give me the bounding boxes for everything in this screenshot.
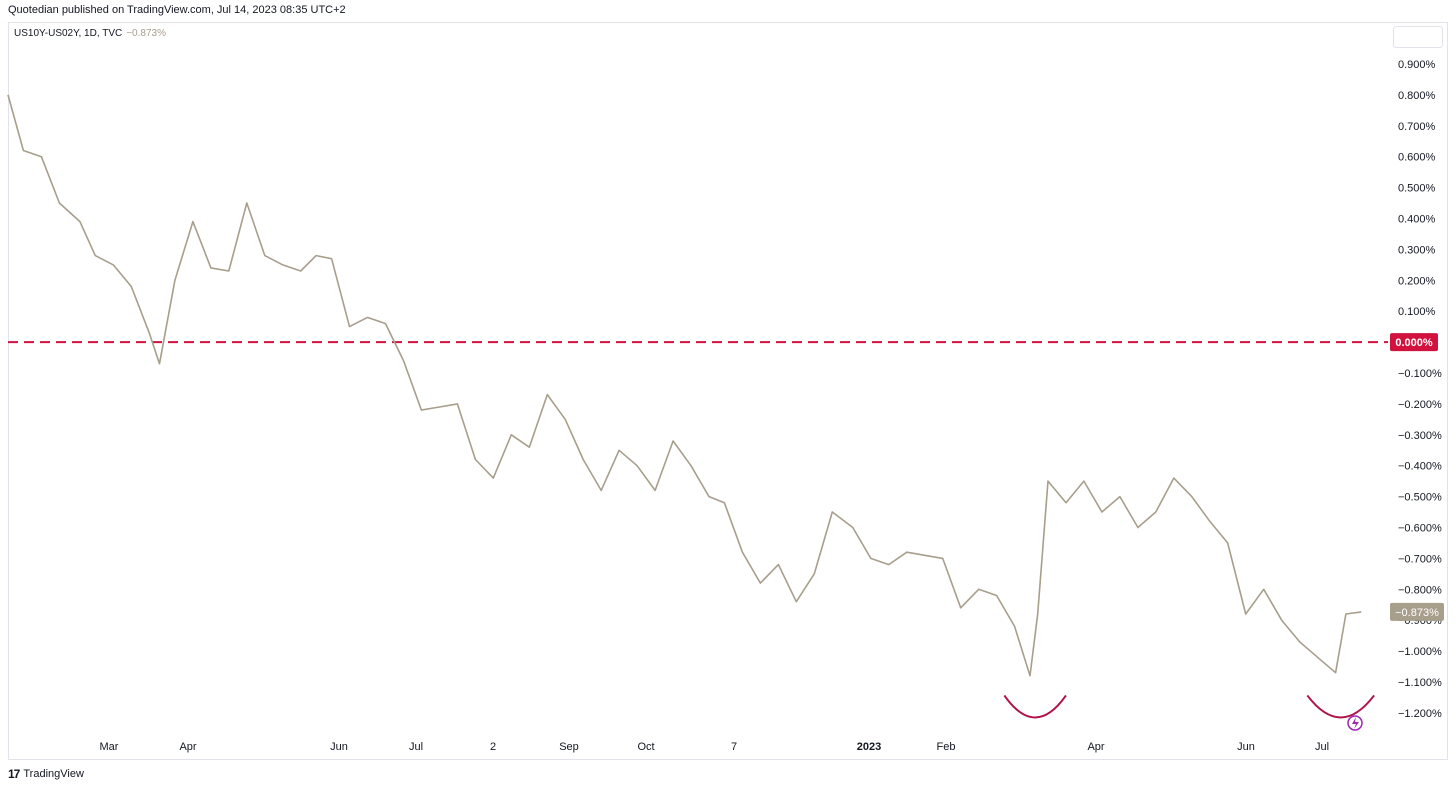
y-tick-label: −0.100% [1398, 368, 1442, 380]
y-tick-label: 0.400% [1398, 214, 1436, 226]
x-tick-label: Sep [559, 741, 579, 753]
tradingview-logo-icon: 17 [8, 767, 20, 781]
x-tick-label: 7 [731, 741, 737, 753]
annotation-arc [1003, 694, 1067, 719]
y-tick-label: −0.600% [1398, 523, 1442, 535]
annotation-arc [1306, 694, 1375, 719]
x-tick-label: Mar [100, 741, 119, 753]
y-tick-label: 0.200% [1398, 275, 1436, 287]
footer-brand[interactable]: TradingView [23, 768, 84, 780]
published-info: Quotedian published on TradingView.com, … [8, 4, 346, 16]
y-tick-label: 0.700% [1398, 121, 1436, 133]
y-tick-label: 0.300% [1398, 244, 1436, 256]
chart-frame [8, 22, 1448, 760]
y-tick-label: −0.700% [1398, 553, 1442, 565]
y-tick-label: −0.200% [1398, 399, 1442, 411]
y-tick-label: 0.900% [1398, 59, 1436, 71]
y-tick-label: −0.300% [1398, 430, 1442, 442]
symbol-label[interactable]: US10Y-US02Y, 1D, TVC [14, 28, 123, 39]
y-tick-label: −1.000% [1398, 646, 1442, 658]
x-tick-label: 2 [490, 741, 496, 753]
footer-branding: 17 TradingView [8, 767, 84, 781]
x-tick-label: Apr [1087, 741, 1104, 753]
x-tick-label: Feb [937, 741, 956, 753]
y-tick-label: 0.600% [1398, 152, 1436, 164]
x-tick-label: Apr [179, 741, 196, 753]
y-tick-label: −1.200% [1398, 708, 1442, 720]
lightning-icon[interactable] [1347, 715, 1363, 731]
last-value-label: −0.873% [1395, 607, 1439, 619]
y-tick-label: 0.800% [1398, 90, 1436, 102]
y-tick-label: −0.400% [1398, 461, 1442, 473]
x-tick-label: Jul [1315, 741, 1329, 753]
zero-value-badge [1390, 333, 1438, 352]
x-tick-label: Jul [409, 741, 423, 753]
y-tick-label: 0.500% [1398, 183, 1436, 195]
y-tick-label: −1.100% [1398, 677, 1442, 689]
lightning-bolt-icon [1352, 717, 1359, 729]
x-tick-label: Jun [330, 741, 348, 753]
x-tick-label: Oct [637, 741, 654, 753]
chart-legend: US10Y-US02Y, 1D, TVC −0.873% [14, 28, 166, 39]
y-tick-label: −0.500% [1398, 492, 1442, 504]
settings-box[interactable] [1393, 26, 1443, 48]
x-tick-label: Jun [1237, 741, 1255, 753]
y-tick-label: 0.100% [1398, 306, 1436, 318]
change-value: −0.873% [126, 28, 166, 39]
spread-series-line[interactable] [7, 94, 1362, 677]
last-value-badge [1390, 602, 1444, 621]
y-tick-label: −0.800% [1398, 584, 1442, 596]
zero-value-label: 0.000% [1395, 337, 1433, 349]
x-tick-label: 2023 [857, 741, 881, 753]
